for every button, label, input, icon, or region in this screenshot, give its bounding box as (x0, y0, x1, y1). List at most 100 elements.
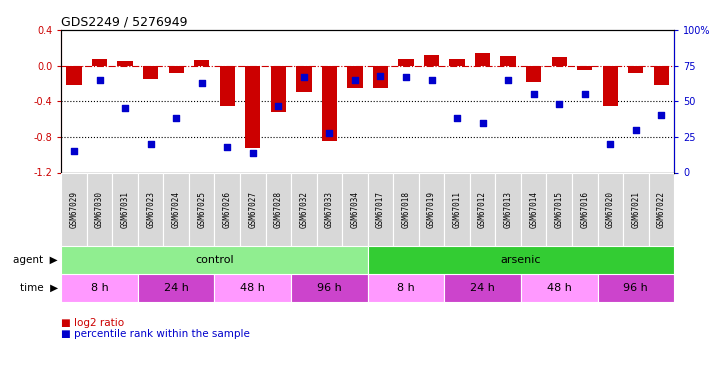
Text: GSM67015: GSM67015 (554, 190, 564, 228)
Point (298, 74, 309, 80)
FancyBboxPatch shape (240, 172, 265, 246)
Text: GSM67025: GSM67025 (198, 190, 206, 228)
Text: 96 h: 96 h (317, 283, 342, 293)
Point (349, 77, 360, 83)
FancyBboxPatch shape (444, 274, 521, 302)
Bar (449, 59, 465, 66)
Bar (143, 66, 159, 79)
Bar (373, 66, 388, 88)
Point (273, 102, 284, 108)
Text: GSM67018: GSM67018 (402, 190, 410, 228)
Point (375, 73, 386, 79)
FancyBboxPatch shape (291, 274, 368, 302)
Text: 24 h: 24 h (164, 283, 189, 293)
Text: GSM67028: GSM67028 (274, 190, 283, 228)
Bar (92, 58, 107, 66)
Point (94, 77, 105, 83)
FancyBboxPatch shape (265, 172, 291, 246)
FancyBboxPatch shape (521, 172, 547, 246)
FancyBboxPatch shape (138, 274, 215, 302)
Text: GSM67026: GSM67026 (223, 190, 231, 228)
Point (477, 120, 488, 126)
Text: GSM67029: GSM67029 (69, 190, 79, 228)
Text: 8 h: 8 h (397, 283, 415, 293)
FancyBboxPatch shape (61, 246, 368, 274)
Bar (526, 66, 541, 82)
Bar (169, 66, 184, 73)
FancyBboxPatch shape (368, 246, 674, 274)
Text: GSM67023: GSM67023 (146, 190, 155, 228)
Point (451, 116, 463, 122)
Text: GSM67030: GSM67030 (95, 190, 104, 228)
Point (426, 77, 438, 83)
Text: GSM67019: GSM67019 (427, 190, 436, 228)
Point (221, 144, 233, 150)
FancyBboxPatch shape (572, 172, 598, 246)
Bar (270, 66, 286, 112)
FancyBboxPatch shape (138, 172, 164, 246)
Point (68, 148, 80, 154)
Bar (552, 57, 567, 66)
Text: GSM67031: GSM67031 (120, 190, 130, 228)
Text: 24 h: 24 h (470, 283, 495, 293)
FancyBboxPatch shape (368, 172, 393, 246)
Bar (654, 66, 669, 85)
FancyBboxPatch shape (189, 172, 215, 246)
Bar (322, 66, 337, 141)
Text: GSM67027: GSM67027 (248, 190, 257, 228)
Text: GSM67013: GSM67013 (504, 190, 513, 228)
Bar (66, 66, 81, 85)
Text: GSM67011: GSM67011 (453, 190, 461, 228)
FancyBboxPatch shape (470, 172, 495, 246)
Text: ■ log2 ratio: ■ log2 ratio (61, 318, 125, 327)
Text: ■ percentile rank within the sample: ■ percentile rank within the sample (61, 329, 250, 339)
Point (655, 112, 667, 118)
Text: GSM67016: GSM67016 (580, 190, 589, 228)
Point (579, 91, 590, 97)
Bar (603, 66, 618, 106)
FancyBboxPatch shape (164, 172, 189, 246)
Bar (194, 60, 209, 66)
Point (400, 74, 412, 80)
FancyBboxPatch shape (649, 172, 674, 246)
Text: GSM67024: GSM67024 (172, 190, 181, 228)
Point (196, 80, 208, 86)
Bar (220, 66, 235, 106)
FancyBboxPatch shape (444, 172, 470, 246)
Text: GSM67012: GSM67012 (478, 190, 487, 228)
Point (120, 105, 131, 111)
Point (324, 130, 335, 136)
FancyBboxPatch shape (87, 172, 112, 246)
Text: GSM67014: GSM67014 (529, 190, 538, 228)
Text: control: control (195, 255, 234, 265)
FancyBboxPatch shape (598, 172, 623, 246)
Bar (628, 66, 644, 73)
Text: agent  ▶: agent ▶ (13, 255, 58, 265)
Point (247, 150, 259, 156)
Bar (500, 56, 516, 66)
Bar (475, 53, 490, 66)
Bar (118, 61, 133, 66)
Bar (296, 66, 311, 92)
Text: GDS2249 / 5276949: GDS2249 / 5276949 (61, 16, 187, 29)
FancyBboxPatch shape (368, 274, 444, 302)
FancyBboxPatch shape (61, 172, 87, 246)
Text: GSM67020: GSM67020 (606, 190, 615, 228)
Point (630, 127, 642, 133)
Point (554, 101, 565, 107)
Bar (577, 66, 593, 70)
Text: GSM67033: GSM67033 (325, 190, 334, 228)
Bar (398, 59, 414, 66)
FancyBboxPatch shape (291, 172, 317, 246)
Text: GSM67034: GSM67034 (350, 190, 360, 228)
Point (145, 141, 156, 147)
FancyBboxPatch shape (521, 274, 598, 302)
Point (170, 116, 182, 122)
Text: 48 h: 48 h (547, 283, 572, 293)
FancyBboxPatch shape (495, 172, 521, 246)
FancyBboxPatch shape (342, 172, 368, 246)
FancyBboxPatch shape (393, 172, 419, 246)
FancyBboxPatch shape (61, 274, 138, 302)
Bar (424, 55, 439, 66)
FancyBboxPatch shape (623, 172, 649, 246)
